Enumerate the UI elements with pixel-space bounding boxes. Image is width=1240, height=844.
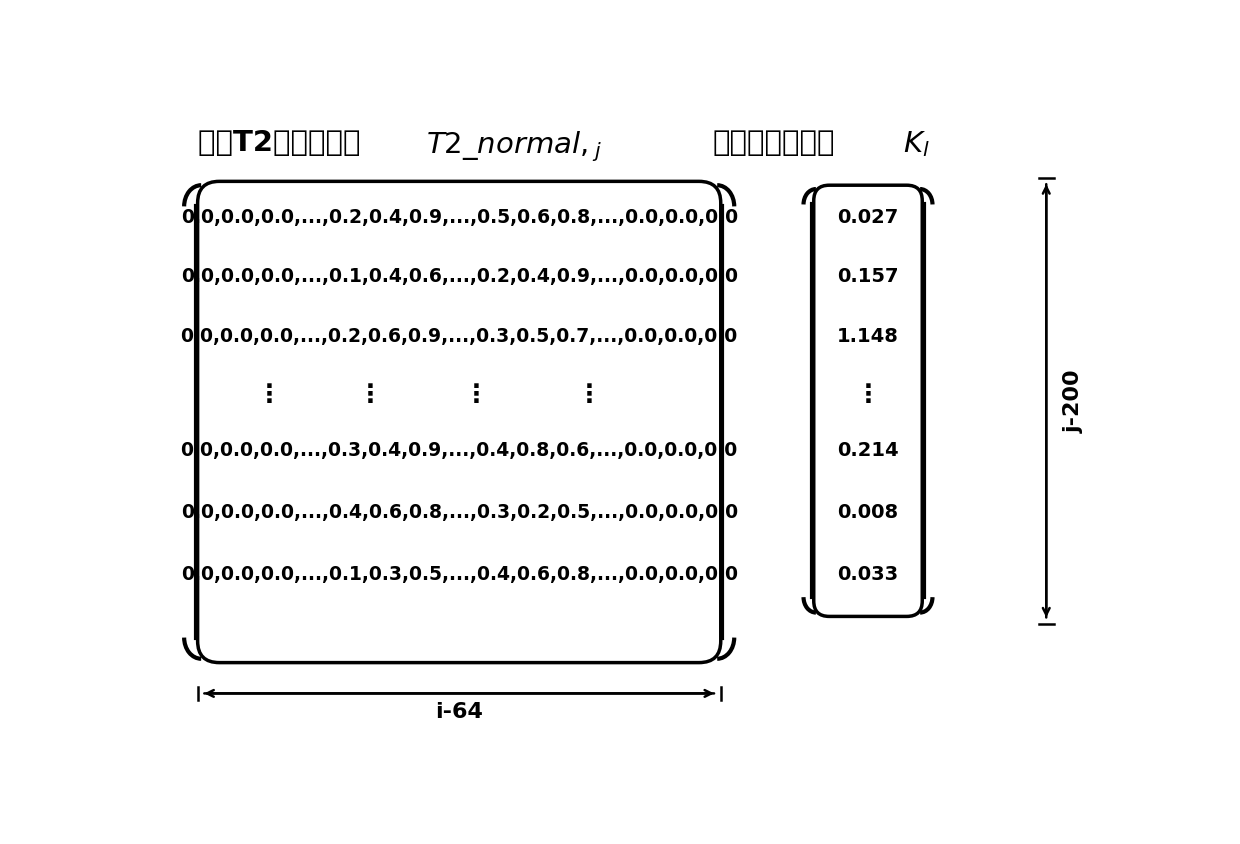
Text: ⋮: ⋮ (577, 382, 601, 407)
Text: 岩心分析渗透率: 岩心分析渗透率 (713, 129, 836, 157)
Text: 0.157: 0.157 (837, 268, 899, 286)
Text: j-200: j-200 (1064, 369, 1084, 433)
Text: 0.0,0.0,0.0,...,0.4,0.6,0.8,...,0.3,0.2,0.5,...,0.0,0.0,0.0: 0.0,0.0,0.0,...,0.4,0.6,0.8,...,0.3,0.2,… (181, 503, 738, 522)
FancyBboxPatch shape (813, 185, 923, 616)
Text: 0.008: 0.008 (837, 503, 899, 522)
Text: 1.148: 1.148 (837, 327, 899, 346)
Text: $\mathit{T2\_normal}$$\mathit{,_j}$: $\mathit{T2\_normal}$$\mathit{,_j}$ (427, 129, 603, 164)
Text: ⋮: ⋮ (358, 382, 383, 407)
Text: $\mathit{K_l}$: $\mathit{K_l}$ (903, 129, 930, 159)
Text: i-64: i-64 (435, 702, 484, 722)
FancyBboxPatch shape (197, 181, 720, 663)
Text: ⋮: ⋮ (464, 382, 489, 407)
Text: 0.214: 0.214 (837, 441, 899, 460)
Text: 0.0,0.0,0.0,...,0.1,0.3,0.5,...,0.4,0.6,0.8,...,0.0,0.0,0.0: 0.0,0.0,0.0,...,0.1,0.3,0.5,...,0.4,0.6,… (181, 565, 738, 583)
Text: 0.0,0.0,0.0,...,0.2,0.6,0.9,...,0.3,0.5,0.7,...,0.0,0.0,0.0: 0.0,0.0,0.0,...,0.2,0.6,0.9,...,0.3,0.5,… (181, 327, 738, 346)
Text: 0.033: 0.033 (837, 565, 899, 583)
Text: 0.0,0.0,0.0,...,0.3,0.4,0.9,...,0.4,0.8,0.6,...,0.0,0.0,0.0: 0.0,0.0,0.0,...,0.3,0.4,0.9,...,0.4,0.8,… (181, 441, 738, 460)
Text: ⋮: ⋮ (856, 382, 880, 407)
Text: 0.0,0.0,0.0,...,0.2,0.4,0.9,...,0.5,0.6,0.8,...,0.0,0.0,0.0: 0.0,0.0,0.0,...,0.2,0.4,0.9,...,0.5,0.6,… (181, 208, 738, 227)
Text: 0.027: 0.027 (837, 208, 899, 227)
Text: 核磁T2谱样本数据: 核磁T2谱样本数据 (197, 129, 371, 157)
Text: ⋮: ⋮ (257, 382, 283, 407)
Text: 0.0,0.0,0.0,...,0.1,0.4,0.6,...,0.2,0.4,0.9,...,0.0,0.0,0.0: 0.0,0.0,0.0,...,0.1,0.4,0.6,...,0.2,0.4,… (181, 268, 738, 286)
